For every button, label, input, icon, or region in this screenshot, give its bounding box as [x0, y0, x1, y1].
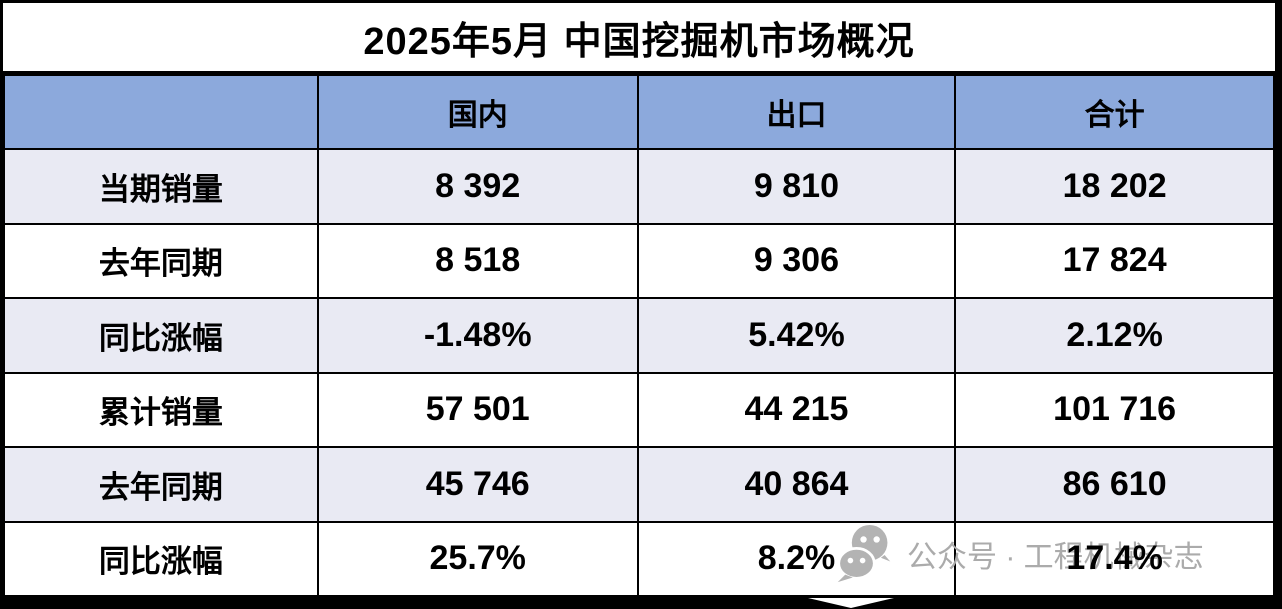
table-cell: 9 306: [636, 222, 957, 299]
table-cell: 40 864: [636, 446, 957, 523]
table-cell: 25.7%: [316, 520, 639, 597]
row-label: 去年同期: [3, 446, 319, 523]
table-cell: 44 215: [636, 371, 957, 448]
watermark-bubble-tail: [808, 598, 894, 608]
table-cell: 8 392: [316, 148, 639, 225]
table-cell: 101 716: [954, 371, 1275, 448]
table-row-last-year-period: 去年同期 8 518 9 306 17 824: [3, 222, 1275, 299]
row-label: 同比涨幅: [3, 297, 319, 374]
table-cell: 8.2%: [636, 520, 957, 597]
table-cell: 2.12%: [954, 297, 1275, 374]
table-cell: 9 810: [636, 148, 957, 225]
table-row-current-sales: 当期销量 8 392 9 810 18 202: [3, 148, 1275, 225]
table-cell: 17.4%: [954, 520, 1275, 597]
table-cell: -1.48%: [316, 297, 639, 374]
table-cell: 18 202: [954, 148, 1275, 225]
row-label: 同比涨幅: [3, 520, 319, 597]
page-title: 2025年5月 中国挖掘机市场概况: [3, 3, 1275, 74]
table-cell: 57 501: [316, 371, 639, 448]
table-cell: 5.42%: [636, 297, 957, 374]
table-row-cumulative-yoy-change: 同比涨幅 25.7% 8.2% 17.4%: [3, 520, 1275, 597]
table-row-cumulative-sales: 累计销量 57 501 44 215 101 716: [3, 371, 1275, 448]
column-header-domestic: 国内: [316, 74, 639, 150]
table-cell: 8 518: [316, 222, 639, 299]
column-header-blank: [3, 74, 319, 150]
table-cell: 45 746: [316, 446, 639, 523]
column-header-total: 合计: [954, 74, 1275, 150]
row-label: 去年同期: [3, 222, 319, 299]
column-header-export: 出口: [636, 74, 957, 150]
market-data-table: 国内 出口 合计 当期销量 8 392 9 810 18 202 去年同期 8 …: [3, 74, 1275, 597]
row-label: 当期销量: [3, 148, 319, 225]
table-row-yoy-change: 同比涨幅 -1.48% 5.42% 2.12%: [3, 297, 1275, 374]
table-header: 国内 出口 合计: [3, 74, 1275, 150]
table-cell: 86 610: [954, 446, 1275, 523]
table-cell: 17 824: [954, 222, 1275, 299]
header-row: 国内 出口 合计: [3, 74, 1275, 150]
row-label: 累计销量: [3, 371, 319, 448]
table-row-last-year-cumulative: 去年同期 45 746 40 864 86 610: [3, 446, 1275, 523]
